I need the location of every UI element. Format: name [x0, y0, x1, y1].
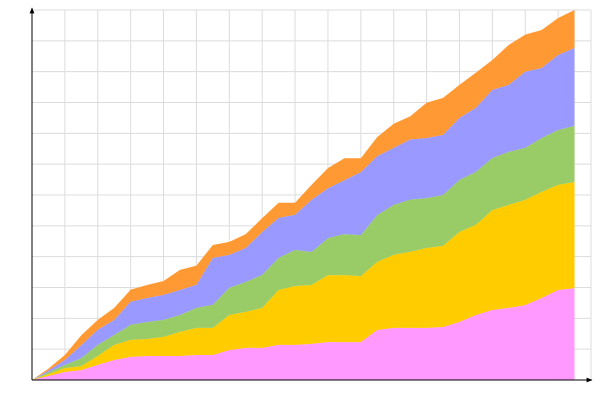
area	[32, 182, 575, 380]
area	[32, 10, 575, 380]
area	[32, 125, 575, 380]
area	[32, 288, 575, 380]
areas	[32, 10, 575, 381]
area	[32, 47, 575, 381]
